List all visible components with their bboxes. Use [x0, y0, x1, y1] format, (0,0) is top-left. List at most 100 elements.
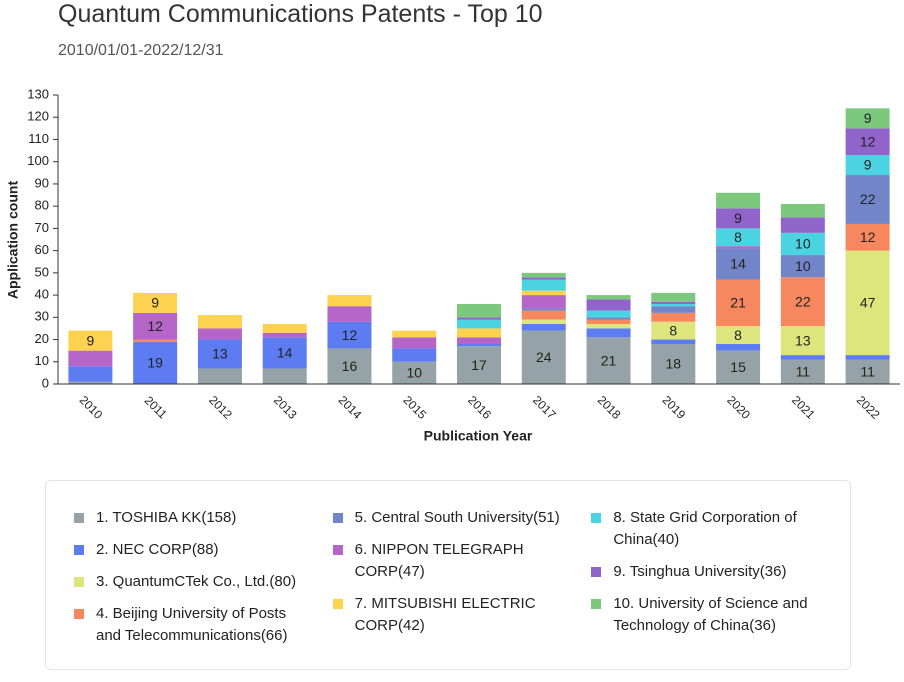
bar-segment	[521, 308, 566, 311]
bar-segment	[197, 315, 242, 329]
chart: Application count Publication Year 0 10 20…	[5, 86, 900, 444]
data-label: 9	[734, 210, 742, 226]
bar-segment	[845, 155, 890, 176]
legend-swatch	[74, 513, 84, 523]
data-label: 24	[536, 349, 552, 365]
y-tick-label: 130	[27, 86, 49, 101]
bar-segment	[521, 330, 566, 384]
bar-segment	[586, 328, 631, 338]
data-label: 12	[342, 327, 358, 343]
y-tick-label: 50	[35, 264, 49, 279]
x-tick-label: 2018	[595, 393, 624, 422]
legend-item[interactable]: 2. NEC CORP(88)	[74, 539, 333, 561]
bar-segment	[392, 348, 437, 362]
bar-segment	[457, 346, 501, 384]
data-label: 21	[601, 352, 617, 368]
bar-segment	[716, 208, 761, 229]
x-tick-label: 2014	[336, 393, 365, 422]
legend-item[interactable]: 7. MITSUBISHI ELECTRIC CORP(42)	[332, 593, 592, 637]
y-tick-label: 100	[27, 153, 49, 168]
bar-segment	[392, 337, 437, 349]
legend-swatch	[332, 599, 343, 609]
bar-segment	[327, 348, 372, 384]
bar-segment	[392, 361, 437, 384]
data-label: 22	[860, 191, 876, 207]
legend-item[interactable]: 8. State Grid Corporation of China(40)	[591, 507, 850, 551]
bar-segment	[651, 292, 696, 302]
bar-segment	[716, 326, 761, 344]
legend-item[interactable]: 4. Beijing University of Posts and Telec…	[74, 603, 333, 647]
y-tick-label: 10	[35, 353, 49, 368]
legend-item[interactable]: 6. NIPPON TELEGRAPH CORP(47)	[332, 539, 592, 583]
bar-segment	[586, 317, 631, 320]
x-tick-label: 2012	[206, 393, 235, 422]
y-tick-label: 20	[35, 331, 49, 346]
y-tick-label: 80	[35, 198, 49, 213]
x-axis-title: Publication Year	[424, 428, 533, 444]
y-axis-title: Application count	[5, 181, 21, 300]
legend-swatch	[591, 513, 602, 523]
bar-segment	[780, 359, 825, 384]
bar-segment	[845, 108, 890, 129]
legend-item[interactable]: 10. University of Science and Technology…	[591, 593, 850, 637]
bar-segment	[521, 290, 566, 296]
data-label: 8	[734, 229, 742, 245]
bar-segment	[68, 381, 113, 384]
data-label: 14	[277, 345, 293, 361]
bar-segment	[327, 321, 372, 349]
bar-segment	[392, 330, 437, 338]
bar-segment	[716, 350, 761, 384]
data-label: 18	[666, 356, 682, 372]
data-label: 21	[730, 295, 746, 311]
legend-label: 3. QuantumCTek Co., Ltd.(80)	[96, 573, 297, 590]
bar-segment	[716, 343, 761, 351]
bar-segment	[780, 255, 825, 278]
legend-swatch	[74, 609, 84, 619]
x-tick-label: 2011	[142, 393, 170, 421]
x-tick-label: 2022	[854, 393, 883, 422]
legend-item[interactable]: 9. Tsinghua University(36)	[591, 561, 850, 583]
bar-segment	[845, 223, 890, 251]
bar-segment	[521, 295, 566, 309]
bar-segment	[780, 355, 825, 360]
y-tick-label: 0	[42, 375, 49, 390]
bar-segment	[521, 319, 566, 324]
bar-segment	[586, 337, 631, 384]
bar-segment	[521, 310, 566, 320]
bar-segment	[845, 355, 890, 360]
data-label: 12	[860, 133, 876, 149]
data-label: 15	[730, 359, 746, 375]
bar-segment	[586, 299, 631, 311]
legend-item[interactable]: 5. Central South University(51)	[332, 507, 592, 529]
legend-swatch	[74, 577, 84, 587]
bar-segment	[651, 301, 696, 304]
bar-segment	[68, 366, 113, 382]
legend-label: 7. MITSUBISHI ELECTRIC CORP(42)	[354, 595, 536, 634]
data-label: 12	[860, 229, 876, 245]
bar-segment	[780, 326, 825, 356]
bar-segment	[845, 359, 890, 384]
bar-segment	[845, 175, 890, 224]
legend-item[interactable]: 1. TOSHIBA KK(158)	[74, 507, 333, 529]
bar-segment	[262, 337, 307, 369]
bar-segment	[845, 250, 890, 356]
bar-segment	[651, 339, 696, 344]
bar-segment	[327, 306, 372, 322]
data-label: 14	[730, 256, 746, 272]
bar-segment	[262, 368, 307, 384]
bar-segment	[457, 328, 501, 338]
bar-segment	[651, 321, 696, 340]
legend-item[interactable]: 3. QuantumCTek Co., Ltd.(80)	[74, 571, 333, 593]
legend-label: 1. TOSHIBA KK(158)	[96, 509, 237, 526]
data-label: 9	[864, 157, 872, 173]
legend-column: 1. TOSHIBA KK(158) 2. NEC CORP(88) 3. Quan…	[74, 507, 333, 669]
bar-segment	[133, 339, 178, 342]
bar-segment	[68, 350, 113, 367]
bar-segment	[457, 317, 501, 320]
legend-swatch	[74, 545, 84, 555]
bar-segment	[651, 312, 696, 322]
legend-label: 9. Tsinghua University(36)	[613, 563, 787, 580]
x-tick-label: 2013	[271, 393, 300, 422]
y-tick-label: 90	[35, 175, 49, 190]
x-tick-label: 2017	[530, 393, 559, 422]
